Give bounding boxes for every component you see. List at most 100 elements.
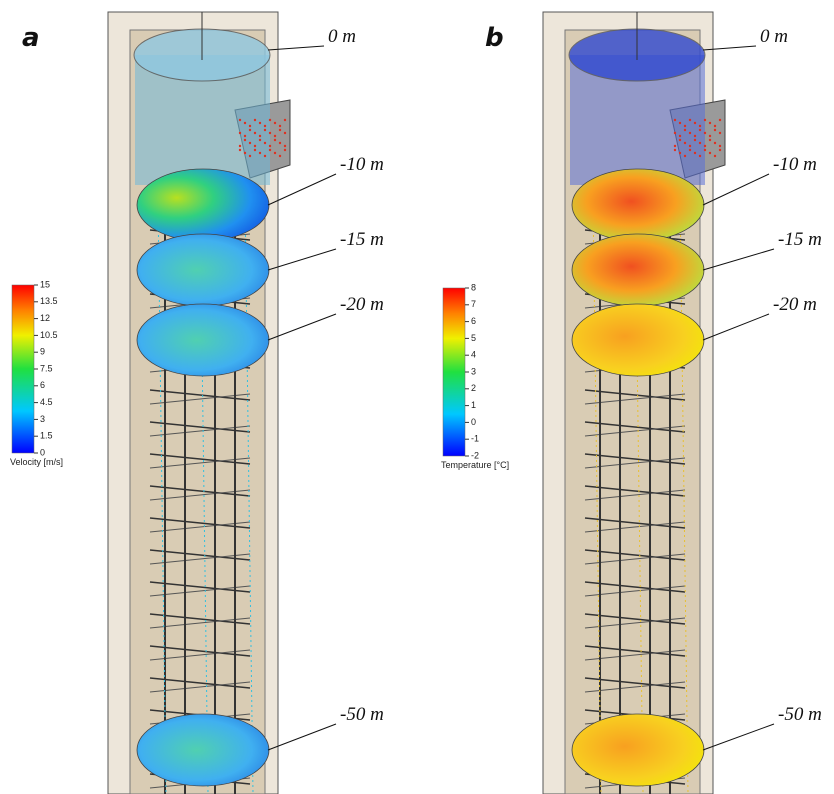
flow-dot	[689, 149, 691, 151]
colorbar-tick-label: 4	[471, 350, 476, 360]
flow-dot	[279, 155, 281, 157]
flow-dot	[249, 129, 251, 131]
flow-dot	[254, 132, 256, 134]
flow-dot	[719, 119, 721, 121]
colorbar-title: Velocity [m/s]	[10, 457, 63, 467]
flow-dot	[249, 125, 251, 127]
flow-dot	[679, 135, 681, 137]
colorbar-tick-label: 5	[471, 333, 476, 343]
flow-dot	[249, 155, 251, 157]
leader-line	[703, 249, 774, 270]
flow-dot	[684, 142, 686, 144]
flow-dot	[719, 145, 721, 147]
flow-dot	[719, 132, 721, 134]
colorbar-tick-label: 7	[471, 299, 476, 309]
colorbar-tick-label: 3	[40, 414, 45, 424]
flow-dot	[694, 135, 696, 137]
flow-dot	[694, 122, 696, 124]
flow-dot	[279, 142, 281, 144]
flow-dot	[274, 122, 276, 124]
depth-label: 0 m	[328, 26, 356, 47]
flow-dot	[244, 135, 246, 137]
depth-label: -10 m	[773, 154, 817, 175]
flow-dot	[689, 145, 691, 147]
depth-label: -50 m	[778, 704, 822, 725]
flow-dot	[684, 129, 686, 131]
flow-dot	[254, 145, 256, 147]
colorbar-tick-label: -2	[471, 450, 479, 460]
depth-label: -15 m	[340, 229, 384, 250]
colorbar-tick-label: 7.5	[40, 363, 53, 373]
colorbar-tick-label: 6	[40, 380, 45, 390]
flow-dot	[704, 149, 706, 151]
flow-dot	[269, 149, 271, 151]
flow-dot	[259, 135, 261, 137]
flow-dot	[699, 142, 701, 144]
slice	[137, 304, 269, 376]
flow-dot	[284, 149, 286, 151]
colorbar-tick-label: 4.5	[40, 397, 53, 407]
flow-dot	[679, 122, 681, 124]
flow-dot	[269, 132, 271, 134]
panel-label: b	[485, 23, 504, 53]
flow-dot	[689, 132, 691, 134]
colorbar	[12, 285, 34, 453]
flow-dot	[254, 119, 256, 121]
flow-dot	[264, 142, 266, 144]
flow-dot	[254, 149, 256, 151]
flow-dot	[694, 139, 696, 141]
colorbar-tick-label: 1.5	[40, 431, 53, 441]
colorbar-title: Temperature [°C]	[441, 460, 509, 470]
panel-label: a	[22, 23, 40, 53]
flow-dot	[239, 132, 241, 134]
flow-dot	[259, 139, 261, 141]
flow-dot	[699, 155, 701, 157]
flow-dot	[709, 122, 711, 124]
colorbar-tick-label: 2	[471, 383, 476, 393]
slice	[137, 234, 269, 306]
flow-dot	[239, 145, 241, 147]
colorbar-tick-label: 0	[40, 447, 45, 457]
flow-dot	[674, 149, 676, 151]
colorbar-tick-label: 8	[471, 282, 476, 292]
flow-dot	[679, 139, 681, 141]
depth-label: -20 m	[773, 294, 817, 315]
flow-dot	[244, 152, 246, 154]
flow-dot	[699, 125, 701, 127]
slice	[572, 169, 704, 241]
depth-label: -50 m	[340, 704, 384, 725]
flow-dot	[684, 125, 686, 127]
flow-dot	[244, 139, 246, 141]
flow-dot	[699, 129, 701, 131]
flow-dot	[704, 145, 706, 147]
panels: 0 m-10 m-15 m-20 m-50 ma1513.51210.597.5…	[10, 12, 822, 794]
slice	[572, 304, 704, 376]
colorbar-tick-label: 12	[40, 313, 50, 323]
flow-dot	[284, 145, 286, 147]
flow-dot	[249, 142, 251, 144]
flow-dot	[714, 129, 716, 131]
flow-dot	[679, 152, 681, 154]
slice	[137, 714, 269, 786]
flow-dot	[709, 152, 711, 154]
flow-dot	[674, 145, 676, 147]
colorbar-tick-label: 6	[471, 316, 476, 326]
flow-dot	[279, 129, 281, 131]
flow-dot	[714, 125, 716, 127]
slice	[572, 714, 704, 786]
flow-dot	[714, 142, 716, 144]
flow-dot	[284, 119, 286, 121]
figure: 0 m-10 m-15 m-20 m-50 ma1513.51210.597.5…	[0, 0, 834, 794]
depth-label: 0 m	[760, 26, 788, 47]
flow-dot	[269, 119, 271, 121]
colorbar-tick-label: 3	[471, 366, 476, 376]
colorbar-tick-label: -1	[471, 434, 479, 444]
colorbar	[443, 288, 465, 456]
depth-label: -10 m	[340, 154, 384, 175]
flow-dot	[264, 155, 266, 157]
flow-dot	[674, 132, 676, 134]
flow-dot	[244, 122, 246, 124]
shaft-panel: 0 m-10 m-15 m-20 m-50 mb876543210-1-2Tem…	[441, 12, 822, 794]
slice	[572, 234, 704, 306]
flow-dot	[274, 139, 276, 141]
